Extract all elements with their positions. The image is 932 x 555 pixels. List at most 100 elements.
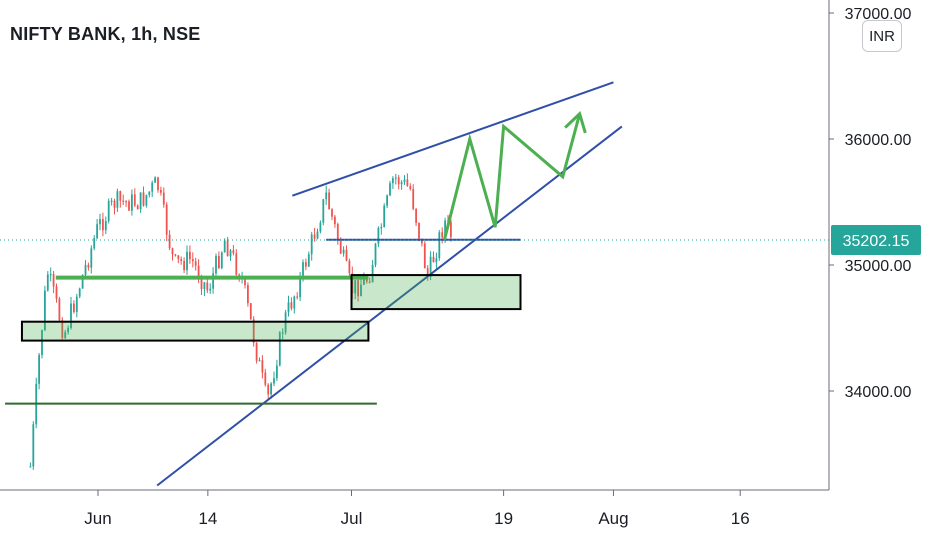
candle-body <box>432 256 435 263</box>
candle-body <box>180 259 183 262</box>
candle-body <box>354 280 357 294</box>
candle-body <box>412 189 415 209</box>
candle-body <box>357 280 359 297</box>
candle-body <box>96 224 98 239</box>
candle-body <box>168 234 171 249</box>
candle-body <box>261 360 264 373</box>
last-price-tag: 35202.15 <box>0 225 921 255</box>
candle-body <box>110 200 113 202</box>
candle-body <box>212 273 214 289</box>
candle-body <box>232 250 235 254</box>
price-tick-label: 37000.00 <box>845 6 912 23</box>
candle-body <box>380 227 383 229</box>
candle-body <box>444 220 446 238</box>
zone-demand-zone-1 <box>20 320 370 342</box>
candle-body <box>244 278 246 286</box>
candle-body <box>287 302 290 313</box>
zone-demand-zone-2 <box>350 274 522 311</box>
candle-body <box>203 282 206 290</box>
candle-body <box>450 221 452 238</box>
candle-body <box>252 319 255 343</box>
candle-body <box>409 186 412 190</box>
candle-body <box>49 274 52 276</box>
candle-body <box>371 264 374 283</box>
candle-body <box>218 256 220 269</box>
candle-body <box>102 219 104 231</box>
candle-body <box>302 262 304 276</box>
candle-body <box>307 254 310 267</box>
candle-body <box>319 222 322 232</box>
candle-body <box>154 177 156 183</box>
time-tick-label: Jul <box>341 509 363 528</box>
candle-body <box>247 285 249 304</box>
candle-body <box>122 200 125 202</box>
candle-body <box>276 365 278 379</box>
candle-body <box>206 282 209 291</box>
candle-body <box>220 252 223 269</box>
currency-badge[interactable]: INR <box>862 20 902 52</box>
candle-body <box>131 194 133 211</box>
projection-arrowhead <box>564 111 587 134</box>
candle-body <box>29 466 32 468</box>
candle-body <box>392 178 394 184</box>
candle-body <box>267 384 270 395</box>
candle-body <box>438 232 441 259</box>
candle-body <box>339 240 342 254</box>
candle-body <box>426 268 429 278</box>
candle-body <box>328 192 330 210</box>
symbol-title[interactable]: NIFTY BANK, 1h, NSE <box>10 24 201 44</box>
candle-body <box>255 342 258 361</box>
candle-body <box>107 200 110 222</box>
candle-body <box>113 200 116 208</box>
candle-body <box>44 290 46 331</box>
candle-body <box>383 205 386 228</box>
candle-body <box>87 264 90 268</box>
candle-body <box>64 332 67 338</box>
candle-body <box>345 249 348 261</box>
candle-body <box>342 249 345 254</box>
candle-body <box>148 191 151 195</box>
candle-body <box>67 327 69 333</box>
candle-body <box>397 177 400 185</box>
candle-body <box>421 238 423 244</box>
candle-body <box>38 354 40 384</box>
candle-body <box>403 179 406 182</box>
candle-body <box>177 255 180 260</box>
candle-body <box>336 224 339 241</box>
candle-body <box>270 383 272 395</box>
candle-body <box>194 261 197 266</box>
candle-body <box>368 281 371 283</box>
candle-body <box>293 296 296 309</box>
candle-body <box>183 261 185 271</box>
candle-body <box>209 288 212 291</box>
candle-body <box>73 303 75 313</box>
candle-body <box>325 192 328 200</box>
candle-body <box>41 330 43 355</box>
candle-body <box>299 275 301 298</box>
price-tick-label: 36000.00 <box>845 132 912 149</box>
candle-body <box>296 296 299 298</box>
candle-body <box>226 240 229 257</box>
candle-body <box>84 264 87 275</box>
projection-path <box>442 113 582 241</box>
candle-body <box>273 378 275 384</box>
candle-body <box>441 232 444 238</box>
candle-body <box>142 192 145 206</box>
price-tick-label: 35000.00 <box>845 258 912 275</box>
last-price-label: 35202.15 <box>843 233 910 250</box>
candle-body <box>81 274 84 289</box>
candle-body <box>160 189 162 193</box>
candle-body <box>322 199 325 223</box>
candle-body <box>415 208 417 223</box>
time-axis-ticks: Jun 14 Jul 19 Aug 16 <box>84 490 750 528</box>
candle-body <box>331 209 333 217</box>
candle-body <box>133 194 136 206</box>
candle-body <box>104 221 107 231</box>
candle-body <box>125 201 127 203</box>
candle-body <box>99 219 101 225</box>
time-tick-label: 19 <box>494 509 513 528</box>
candle-body <box>389 183 391 196</box>
